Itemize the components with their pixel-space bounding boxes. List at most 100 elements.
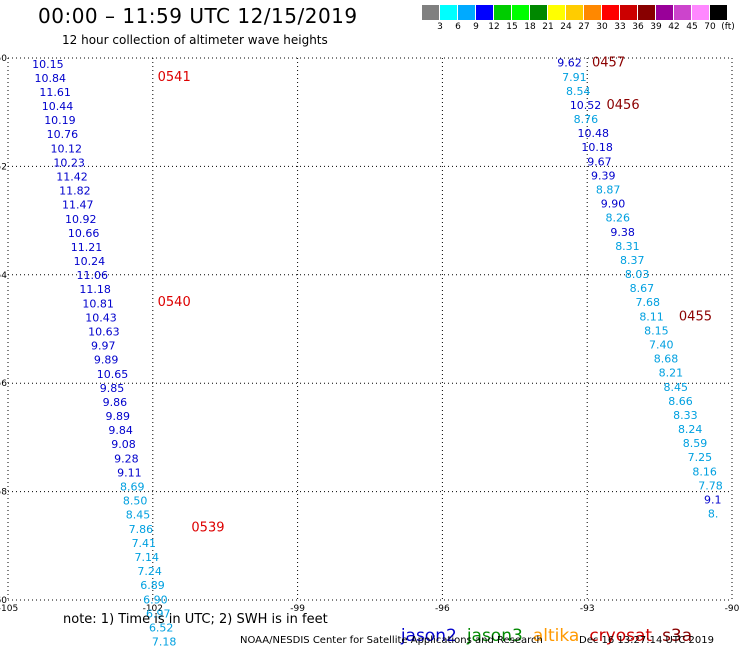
scale-tick-label: 27 <box>578 22 590 32</box>
wave-height-value: 10.76 <box>47 128 79 141</box>
scale-tick-label: 21 <box>542 22 554 32</box>
wave-height-value: 10.43 <box>85 311 117 324</box>
scale-tick-label: 9 <box>473 22 479 32</box>
wave-height-value: 7.68 <box>635 296 660 309</box>
timestamp-text: Dec 16 13:27:14 UTC 2019 <box>579 635 714 646</box>
scale-tick-label: 45 <box>686 22 698 32</box>
wave-height-value: 8.31 <box>615 240 640 253</box>
x-tick-label: -90 <box>725 604 740 614</box>
wave-height-value: 9.89 <box>105 410 129 423</box>
wave-height-value: 11.18 <box>79 283 111 296</box>
scale-swatch <box>638 5 655 20</box>
wave-height-value: 10.52 <box>570 99 602 112</box>
wave-height-value: 9.1 <box>704 494 722 507</box>
scale-tick-label: 3 <box>437 22 443 32</box>
pass-time-label: 0539 <box>191 521 224 536</box>
wave-height-value: 9.85 <box>100 382 125 395</box>
wave-height-value: 11.82 <box>59 185 91 198</box>
scale-tick-label: 42 <box>668 22 680 32</box>
wave-height-value: 9.39 <box>591 169 616 182</box>
legend-s3a: s3a <box>662 626 693 646</box>
wave-height-value: 10.12 <box>50 142 82 155</box>
wave-height-value: 10.92 <box>65 213 97 226</box>
wave-height-value: 8.24 <box>678 423 703 436</box>
legend-altika: altika <box>532 626 580 646</box>
wave-height-value: 6.52 <box>149 621 174 634</box>
wave-height-value: 10.44 <box>42 100 74 113</box>
wave-height-value: 10.84 <box>35 72 66 85</box>
wave-height-value: 6.89 <box>140 579 165 592</box>
wave-height-value: 8.45 <box>126 509 150 522</box>
wave-height-value: 10.66 <box>68 227 100 240</box>
wave-height-value: 10.18 <box>581 141 613 154</box>
wave-height-value: 11.47 <box>62 199 94 212</box>
page-subtitle: 12 hour collection of altimeter wave hei… <box>62 33 328 47</box>
wave-height-value: 9.67 <box>587 155 612 168</box>
wave-height-value: 8.67 <box>630 282 655 295</box>
wave-height-value: 9.84 <box>108 424 133 437</box>
x-tick-label: -93 <box>580 604 595 614</box>
pass-time-label: 0457 <box>592 56 625 71</box>
wave-height-value: 8.59 <box>683 437 708 450</box>
wave-height-value: 8.50 <box>123 495 148 508</box>
wave-height-value: 8.45 <box>663 381 688 394</box>
x-tick-label: -96 <box>435 604 450 614</box>
wave-height-value: 7.14 <box>134 551 159 564</box>
legend-cryosat: cryosat <box>589 626 653 646</box>
wave-height-value: 7.78 <box>698 479 723 492</box>
scale-tick-label: 36 <box>632 22 644 32</box>
scale-tick-label: 39 <box>650 22 662 32</box>
wave-height-value: 8.11 <box>639 310 664 323</box>
wave-height-value: 10.23 <box>53 156 85 169</box>
scale-swatch <box>476 5 493 20</box>
pass-time-label: 0456 <box>607 98 640 113</box>
wave-height-value: 11.21 <box>71 241 103 254</box>
wave-height-value: 9.62 <box>557 57 582 70</box>
credit-text: NOAA/NESDIS Center for Satellite Applica… <box>240 635 543 646</box>
x-tick-label: -102 <box>143 604 163 614</box>
wave-height-value: 8.16 <box>692 465 717 478</box>
wave-height-value: 10.81 <box>82 297 114 310</box>
wave-height-value: 10.65 <box>97 368 129 381</box>
wave-height-value: 8.68 <box>654 353 679 366</box>
wave-height-value: 9.97 <box>91 340 116 353</box>
wave-height-value: 8.87 <box>596 184 621 197</box>
wave-height-value: 7.40 <box>649 339 674 352</box>
scale-tick-label: 18 <box>524 22 536 32</box>
wave-height-value: 8.37 <box>620 254 645 267</box>
wave-height-value: 11.61 <box>39 86 71 99</box>
scale-tick-label: 15 <box>506 22 518 32</box>
scale-swatch <box>494 5 511 20</box>
wave-height-value: 9.28 <box>114 452 139 465</box>
scale-tick-label: 70 <box>704 22 716 32</box>
scale-tick-label: 6 <box>455 22 461 32</box>
scale-swatch <box>512 5 529 20</box>
wave-height-value: 9.38 <box>610 226 635 239</box>
wave-height-value: 9.08 <box>111 438 136 451</box>
wave-height-value: 10.48 <box>578 127 610 140</box>
wave-height-value: 9.90 <box>601 198 626 211</box>
wave-height-value: 8. <box>708 508 719 521</box>
wave-height-value: 9.86 <box>103 396 128 409</box>
scale-swatch <box>710 5 727 20</box>
scale-swatch <box>458 5 475 20</box>
y-tick-label: -60 <box>0 596 7 606</box>
wave-height-value: 10.63 <box>88 326 120 339</box>
wave-height-value: 10.24 <box>74 255 106 268</box>
wave-height-value: 9.89 <box>94 354 119 367</box>
wave-height-value: 6.97 <box>146 607 171 620</box>
wave-height-value: 7.18 <box>152 636 177 649</box>
wave-height-value: 7.86 <box>129 523 154 536</box>
wave-height-value: 9.11 <box>117 466 142 479</box>
scale-tick-label: 12 <box>488 22 500 32</box>
scale-tick-label: (ft) <box>721 22 735 32</box>
wave-height-value: 8.03 <box>625 268 650 281</box>
wave-height-value: 8.76 <box>574 113 599 126</box>
wave-height-value: 8.54 <box>566 85 591 98</box>
legend-jason2: jason2 <box>400 626 457 646</box>
scale-swatch <box>548 5 565 20</box>
wave-height-value: 11.06 <box>77 269 109 282</box>
scale-swatch <box>692 5 709 20</box>
wave-height-value: 8.66 <box>668 395 693 408</box>
